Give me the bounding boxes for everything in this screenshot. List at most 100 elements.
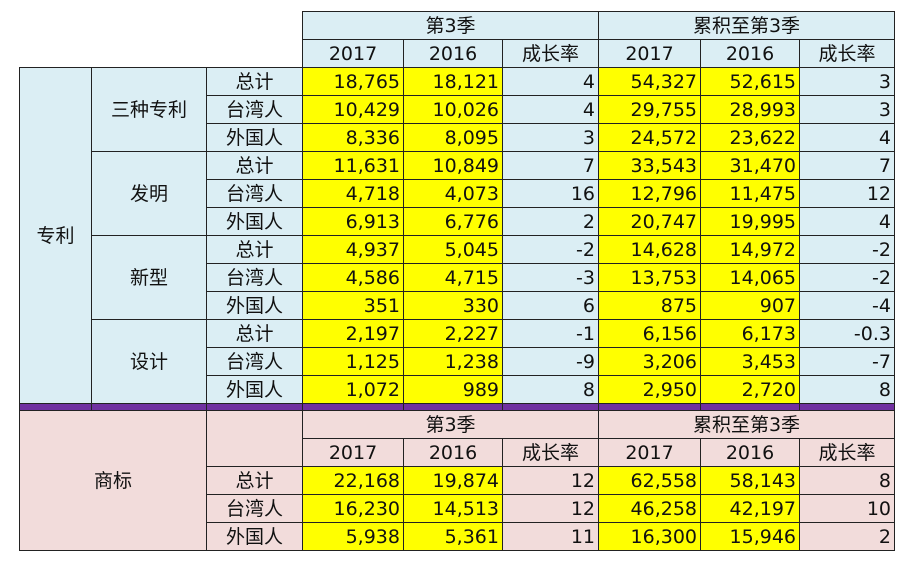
row-label: 外国人 xyxy=(206,123,303,152)
row-label: 台湾人 xyxy=(206,95,303,124)
q3-growth-cell: 4 xyxy=(502,95,599,124)
cumulative-growth-cell: 12 xyxy=(799,179,895,208)
row-label: 外国人 xyxy=(206,522,303,551)
row-label: 外国人 xyxy=(206,207,303,236)
cumulative-2017-cell: 24,572 xyxy=(598,123,701,152)
table-row: 发明 总计 11,631 10,849 7 33,543 31,470 7 xyxy=(20,151,895,236)
patent-group-name: 新型 xyxy=(91,235,207,320)
header-cumulative: 累积至第3季 xyxy=(598,410,895,439)
row-label: 外国人 xyxy=(206,375,303,404)
cumulative-growth-cell: -4 xyxy=(799,291,895,320)
cumulative-growth-cell: 4 xyxy=(799,123,895,152)
q3-2017-cell: 351 xyxy=(302,291,404,320)
header-growth: 成长率 xyxy=(799,39,895,68)
cumulative-2016-cell: 19,995 xyxy=(700,207,800,236)
q3-2017-cell: 4,937 xyxy=(302,235,404,264)
cumulative-2017-cell: 20,747 xyxy=(598,207,701,236)
cumulative-2016-cell: 58,143 xyxy=(700,466,800,495)
table-row: 台湾人 1,125 1,238 -9 3,206 3,453 -7 xyxy=(20,347,895,376)
cumulative-2016-cell: 6,173 xyxy=(700,319,800,348)
row-label: 总计 xyxy=(206,67,303,96)
q3-2016-cell: 10,849 xyxy=(403,151,503,180)
cumulative-2017-cell: 3,206 xyxy=(598,347,701,376)
q3-growth-cell: 4 xyxy=(502,67,599,96)
corner-blank xyxy=(20,12,303,40)
row-label: 台湾人 xyxy=(206,347,303,376)
row-label: 外国人 xyxy=(206,291,303,320)
q3-2017-cell: 8,336 xyxy=(302,123,404,152)
table-row: 新型 总计 4,937 5,045 -2 14,628 14,972 -2 xyxy=(20,235,895,320)
header-q3: 第3季 xyxy=(302,11,599,40)
row-label: 总计 xyxy=(206,151,303,180)
cumulative-growth-cell: 4 xyxy=(799,207,895,236)
header-growth: 成长率 xyxy=(799,438,895,467)
cumulative-growth-cell: 3 xyxy=(799,67,895,96)
header-year-2016: 2016 xyxy=(403,39,503,68)
cumulative-2017-cell: 62,558 xyxy=(598,466,701,495)
table-row: 外国人 1,072 989 8 2,950 2,720 8 xyxy=(20,375,895,404)
cumulative-2016-cell: 42,197 xyxy=(700,494,800,523)
cumulative-2017-cell: 46,258 xyxy=(598,494,701,523)
q3-2017-cell: 10,429 xyxy=(302,95,404,124)
q3-2016-cell: 14,513 xyxy=(403,494,503,523)
row-label: 总计 xyxy=(206,466,303,495)
row-label: 台湾人 xyxy=(206,179,303,208)
table-row: 外国人 8,336 8,095 3 24,572 23,622 4 xyxy=(20,123,895,152)
q3-2017-cell: 5,938 xyxy=(302,522,404,551)
cumulative-2017-cell: 2,950 xyxy=(598,375,701,404)
cumulative-2016-cell: 31,470 xyxy=(700,151,800,180)
cumulative-2017-cell: 13,753 xyxy=(598,263,701,292)
table-row: 台湾人 16,230 14,513 12 46,258 42,197 10 xyxy=(20,494,895,523)
cumulative-2017-cell: 16,300 xyxy=(598,522,701,551)
table-row: 台湾人 4,586 4,715 -3 13,753 14,065 -2 xyxy=(20,263,895,292)
cumulative-growth-cell: 2 xyxy=(799,522,895,551)
q3-2016-cell: 4,073 xyxy=(403,179,503,208)
q3-growth-cell: 3 xyxy=(502,123,599,152)
cumulative-growth-cell: 8 xyxy=(799,375,895,404)
q3-growth-cell: 12 xyxy=(502,494,599,523)
cumulative-2017-cell: 12,796 xyxy=(598,179,701,208)
q3-growth-cell: -2 xyxy=(502,235,599,264)
q3-2017-cell: 2,197 xyxy=(302,319,404,348)
q3-2017-cell: 22,168 xyxy=(302,466,404,495)
cumulative-2016-cell: 23,622 xyxy=(700,123,800,152)
q3-2017-cell: 1,125 xyxy=(302,347,404,376)
patent-group-name: 设计 xyxy=(91,319,207,404)
q3-2016-cell: 5,361 xyxy=(403,522,503,551)
header-growth: 成长率 xyxy=(502,39,599,68)
q3-2016-cell: 330 xyxy=(403,291,503,320)
q3-growth-cell: 6 xyxy=(502,291,599,320)
cumulative-2017-cell: 875 xyxy=(598,291,701,320)
header-q3: 第3季 xyxy=(302,410,599,439)
q3-2017-cell: 4,718 xyxy=(302,179,404,208)
q3-2016-cell: 989 xyxy=(403,375,503,404)
q3-growth-cell: 12 xyxy=(502,466,599,495)
q3-2017-cell: 18,765 xyxy=(302,67,404,96)
header-year-2016: 2016 xyxy=(700,39,800,68)
cumulative-2017-cell: 33,543 xyxy=(598,151,701,180)
header-year-2017: 2017 xyxy=(598,438,701,467)
header-year-2016: 2016 xyxy=(700,438,800,467)
q3-2016-cell: 5,045 xyxy=(403,235,503,264)
q3-growth-cell: 8 xyxy=(502,375,599,404)
cumulative-growth-cell: -0.3 xyxy=(799,319,895,348)
cumulative-2016-cell: 14,972 xyxy=(700,235,800,264)
q3-growth-cell: 16 xyxy=(502,179,599,208)
cumulative-2017-cell: 14,628 xyxy=(598,235,701,264)
table-row: 专利 三种专利 总计 18,765 18,121 4 54,327 52,615 3 xyxy=(19,67,895,404)
cumulative-2017-cell: 6,156 xyxy=(598,319,701,348)
q3-2016-cell: 8,095 xyxy=(403,123,503,152)
header-year-2017: 2017 xyxy=(302,39,404,68)
cumulative-2017-cell: 54,327 xyxy=(598,67,701,96)
table-row: 外国人 6,913 6,776 2 20,747 19,995 4 xyxy=(20,207,895,236)
q3-2016-cell: 2,227 xyxy=(403,319,503,348)
q3-2016-cell: 18,121 xyxy=(403,67,503,96)
cumulative-2016-cell: 2,720 xyxy=(700,375,800,404)
q3-growth-cell: 11 xyxy=(502,522,599,551)
table-row: 外国人 5,938 5,361 11 16,300 15,946 2 xyxy=(20,522,895,551)
header-year-2016: 2016 xyxy=(403,438,503,467)
q3-growth-cell: 2 xyxy=(502,207,599,236)
header-year-2017: 2017 xyxy=(302,438,404,467)
q3-growth-cell: 7 xyxy=(502,151,599,180)
patent-group-name: 发明 xyxy=(91,151,207,236)
